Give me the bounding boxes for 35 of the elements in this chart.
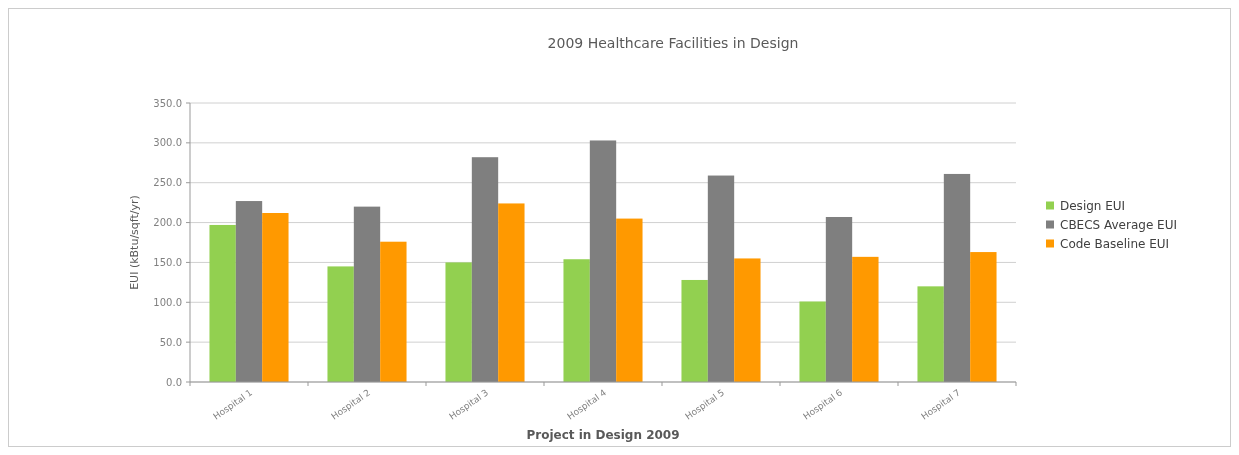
bar — [262, 213, 289, 382]
bar — [681, 279, 708, 382]
bar — [589, 140, 617, 382]
bar — [734, 258, 761, 382]
y-tick-label: 200.0 — [153, 217, 182, 229]
bar — [852, 256, 879, 382]
bar — [498, 203, 525, 382]
bar — [917, 286, 944, 382]
bar — [209, 224, 236, 382]
bar — [563, 259, 590, 382]
x-axis-title: Project in Design 2009 — [526, 428, 680, 442]
bar — [353, 206, 381, 382]
bar — [943, 173, 971, 382]
bar — [380, 241, 407, 382]
y-tick-label: 150.0 — [153, 256, 182, 268]
bar — [825, 216, 853, 382]
bar — [235, 201, 263, 382]
legend-label: CBECS Average EUI — [1060, 217, 1177, 232]
y-tick-label: 50.0 — [159, 336, 182, 348]
bar — [327, 266, 354, 382]
bar — [707, 175, 735, 382]
legend-label: Code Baseline EUI — [1060, 236, 1170, 251]
chart-title: 2009 Healthcare Facilities in Design — [547, 35, 799, 51]
y-tick-label: 100.0 — [153, 296, 182, 308]
y-axis-title: EUI (kBtu/sqft/yr) — [128, 195, 141, 290]
y-tick-label: 350.0 — [153, 97, 182, 109]
y-tick-label: 300.0 — [153, 137, 182, 149]
bar — [445, 262, 472, 382]
y-tick-label: 0.0 — [166, 376, 182, 388]
legend-label: Design EUI — [1060, 198, 1126, 213]
bar — [471, 157, 499, 382]
bar — [616, 218, 643, 382]
bar — [799, 301, 826, 382]
bar — [970, 252, 997, 382]
y-tick-label: 250.0 — [153, 177, 182, 189]
